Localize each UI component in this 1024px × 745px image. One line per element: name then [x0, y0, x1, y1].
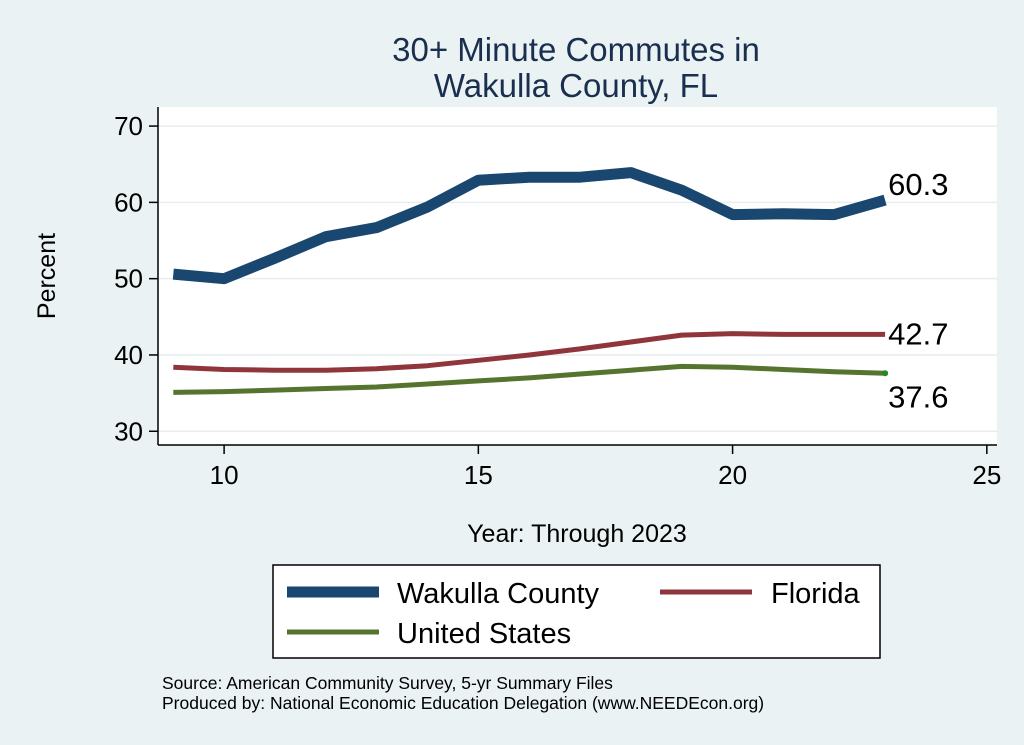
source-note: Source: American Community Survey, 5-yr …: [162, 673, 613, 693]
x-tick-label-25: 25: [972, 460, 1001, 490]
y-tick-label-40: 40: [114, 340, 143, 370]
legend-label-wakulla: Wakulla County: [397, 578, 600, 610]
legend-label-florida: Florida: [771, 578, 861, 610]
plot-area: [158, 107, 997, 445]
axes: 30 40 50 60 70 10 15 20 25: [114, 107, 1001, 490]
y-tick-label-60: 60: [114, 187, 143, 217]
end-labels: 60.3 42.7 37.6: [888, 167, 948, 414]
y-tick-label-50: 50: [114, 264, 143, 294]
x-tick-label-10: 10: [210, 460, 239, 490]
series-line-united-states: [173, 363, 886, 395]
series-line-florida: [173, 331, 886, 373]
series-endpoint-united-states: [882, 370, 889, 377]
legend: Wakulla County Florida United States: [272, 564, 881, 659]
chart-title-line-2: Wakulla County, FL: [434, 67, 718, 104]
legend-box: [272, 564, 881, 659]
end-label-florida: 42.7: [888, 316, 948, 351]
y-tick-label-70: 70: [114, 111, 143, 141]
y-axis-title: Percent: [33, 233, 61, 319]
y-tick-label-30: 30: [114, 416, 143, 446]
end-label-united-states: 37.6: [888, 379, 948, 414]
x-tick-label-15: 15: [464, 460, 493, 490]
x-axis-title: Year: Through 2023: [467, 520, 687, 548]
data-series: [172, 167, 889, 395]
producer-note: Produced by: National Economic Education…: [162, 693, 764, 713]
series-line-wakulla: [172, 167, 887, 285]
end-label-wakulla: 60.3: [888, 167, 948, 202]
legend-label-united-states: United States: [397, 618, 571, 650]
chart-title-line-1: 30+ Minute Commutes in: [392, 31, 760, 68]
x-tick-label-20: 20: [718, 460, 747, 490]
